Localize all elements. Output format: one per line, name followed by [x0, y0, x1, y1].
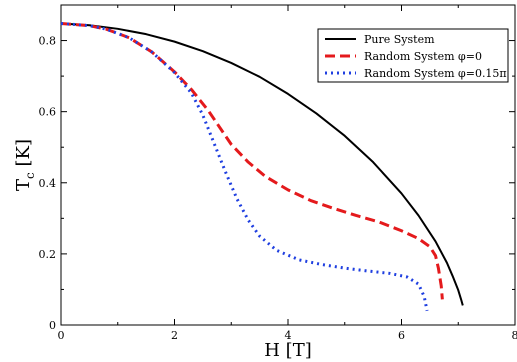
y-axis-label-unit: [K]	[13, 139, 34, 167]
y-axis-label-main: T	[13, 179, 34, 191]
y-axis-label: Tc [K]	[13, 139, 37, 191]
series-line-1	[60, 21, 444, 300]
x-tick-label: 4	[285, 329, 292, 342]
x-tick-label: 0	[58, 329, 65, 342]
y-tick-label: 0.8	[39, 35, 57, 48]
y-tick-label: 0.2	[39, 248, 57, 261]
series-line-0	[60, 22, 464, 306]
series-line-2	[60, 21, 429, 312]
y-tick-label: 0.6	[39, 106, 57, 119]
y-axis-label-sub: c	[23, 172, 37, 179]
svg-text:Tc [K]: Tc [K]	[13, 139, 37, 191]
x-tick-label: 6	[398, 329, 405, 342]
y-tick-label: 0.4	[39, 177, 57, 190]
x-tick-label: 2	[171, 329, 178, 342]
series-layer	[60, 21, 464, 312]
legend-label-random-phi015: Random System φ=0.15π	[364, 67, 507, 80]
legend: Pure System Random System φ=0 Random Sys…	[317, 28, 509, 83]
legend-label-pure: Pure System	[364, 33, 435, 46]
y-tick-label: 0	[49, 319, 56, 332]
legend-label-random-phi0: Random System φ=0	[364, 50, 482, 63]
ticks: 0 2 4 6 8 0 0.2 0.4 0.6 0.8	[39, 4, 517, 342]
x-axis-label: H [T]	[264, 340, 311, 361]
x-tick-label: 8	[512, 329, 517, 342]
